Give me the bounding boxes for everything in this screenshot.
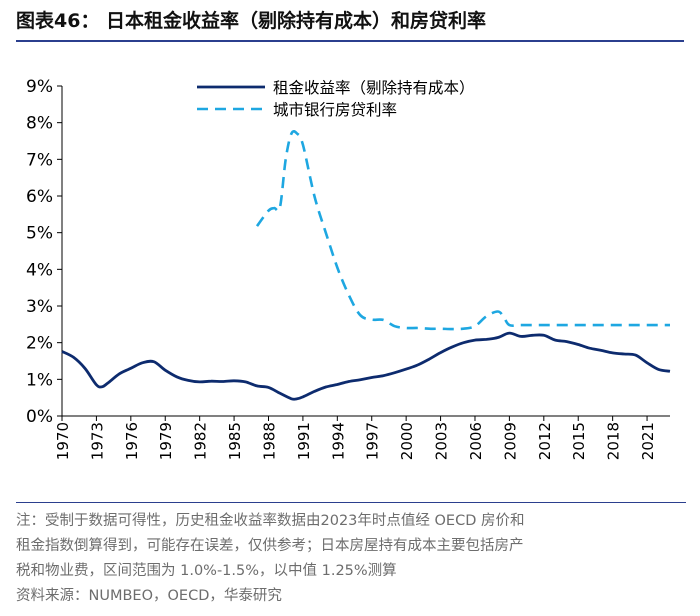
x-tick-label: 2003	[433, 422, 451, 460]
y-tick-label: 2%	[26, 334, 53, 354]
x-tick-label: 1994	[329, 422, 347, 460]
x-tick-label: 1982	[192, 422, 210, 460]
note-line-2: 租金指数倒算得到，可能存在误差，仅供参考；日本房屋持有成本主要包括房产	[16, 538, 524, 554]
notes-block: 注：受制于数据可得性，历史租金收益率数据由2023年时点值经 OECD 房价和 …	[16, 502, 686, 609]
legend-label-rental-yield: 租金收益率（剔除持有成本）	[273, 79, 475, 97]
legend-label-mortgage-rate: 城市银行房贷利率	[273, 101, 397, 119]
series-line-rental-yield	[61, 331, 671, 401]
y-tick-label: 0%	[26, 407, 53, 427]
x-tick-label: 2006	[467, 422, 485, 460]
x-tick-label: 1985	[226, 422, 244, 460]
note-line-1: 注：受制于数据可得性，历史租金收益率数据由2023年时点值经 OECD 房价和	[16, 513, 525, 529]
y-tick-label: 4%	[26, 260, 53, 280]
x-tick-label: 1979	[157, 422, 175, 460]
y-tick-label: 3%	[26, 297, 53, 317]
x-tick-label: 1973	[88, 422, 106, 460]
figure-title: 图表46： 日本租金收益率（剔除持有成本）和房贷利率	[16, 10, 487, 32]
x-tick-label: 1970	[54, 422, 72, 460]
y-tick-label: 5%	[26, 224, 53, 244]
series-layer	[61, 130, 671, 401]
y-tick-label: 7%	[26, 150, 53, 170]
y-tick-label: 8%	[26, 114, 53, 134]
note-line-3: 税和物业费，区间范围为 1.0%-1.5%，以中值 1.25%测算	[16, 563, 397, 579]
legend: 租金收益率（剔除持有成本） 城市银行房贷利率	[197, 79, 475, 119]
y-tick-label: 9%	[26, 77, 53, 97]
series-line-mortgage-rate	[255, 130, 671, 331]
x-tick-label: 2000	[398, 422, 416, 460]
x-tick-label: 2009	[501, 422, 519, 460]
x-tick-label: 2012	[536, 422, 554, 460]
x-tick-label: 1991	[295, 422, 313, 460]
source-line: 资料来源：NUMBEO，OECD，华泰研究	[16, 588, 282, 604]
line-chart: 0% 1% 2% 3% 4% 5% 6% 7% 8% 9% 1970 1973 1976 1979 198…	[26, 77, 671, 460]
x-axis-ticks: 1970 1973 1976 1979 1982 1985 1988 1991 1994 1997…	[54, 416, 657, 460]
x-tick-label: 2015	[570, 422, 588, 460]
y-tick-label: 1%	[26, 370, 53, 390]
x-tick-label: 2018	[605, 422, 623, 460]
x-tick-label: 2021	[639, 422, 657, 460]
x-tick-label: 1988	[260, 422, 278, 460]
y-tick-label: 6%	[26, 187, 53, 207]
x-tick-label: 1997	[364, 422, 382, 460]
y-axis-ticks: 0% 1% 2% 3% 4% 5% 6% 7% 8% 9%	[26, 77, 62, 427]
x-tick-label: 1976	[123, 422, 141, 460]
title-divider	[16, 40, 684, 42]
